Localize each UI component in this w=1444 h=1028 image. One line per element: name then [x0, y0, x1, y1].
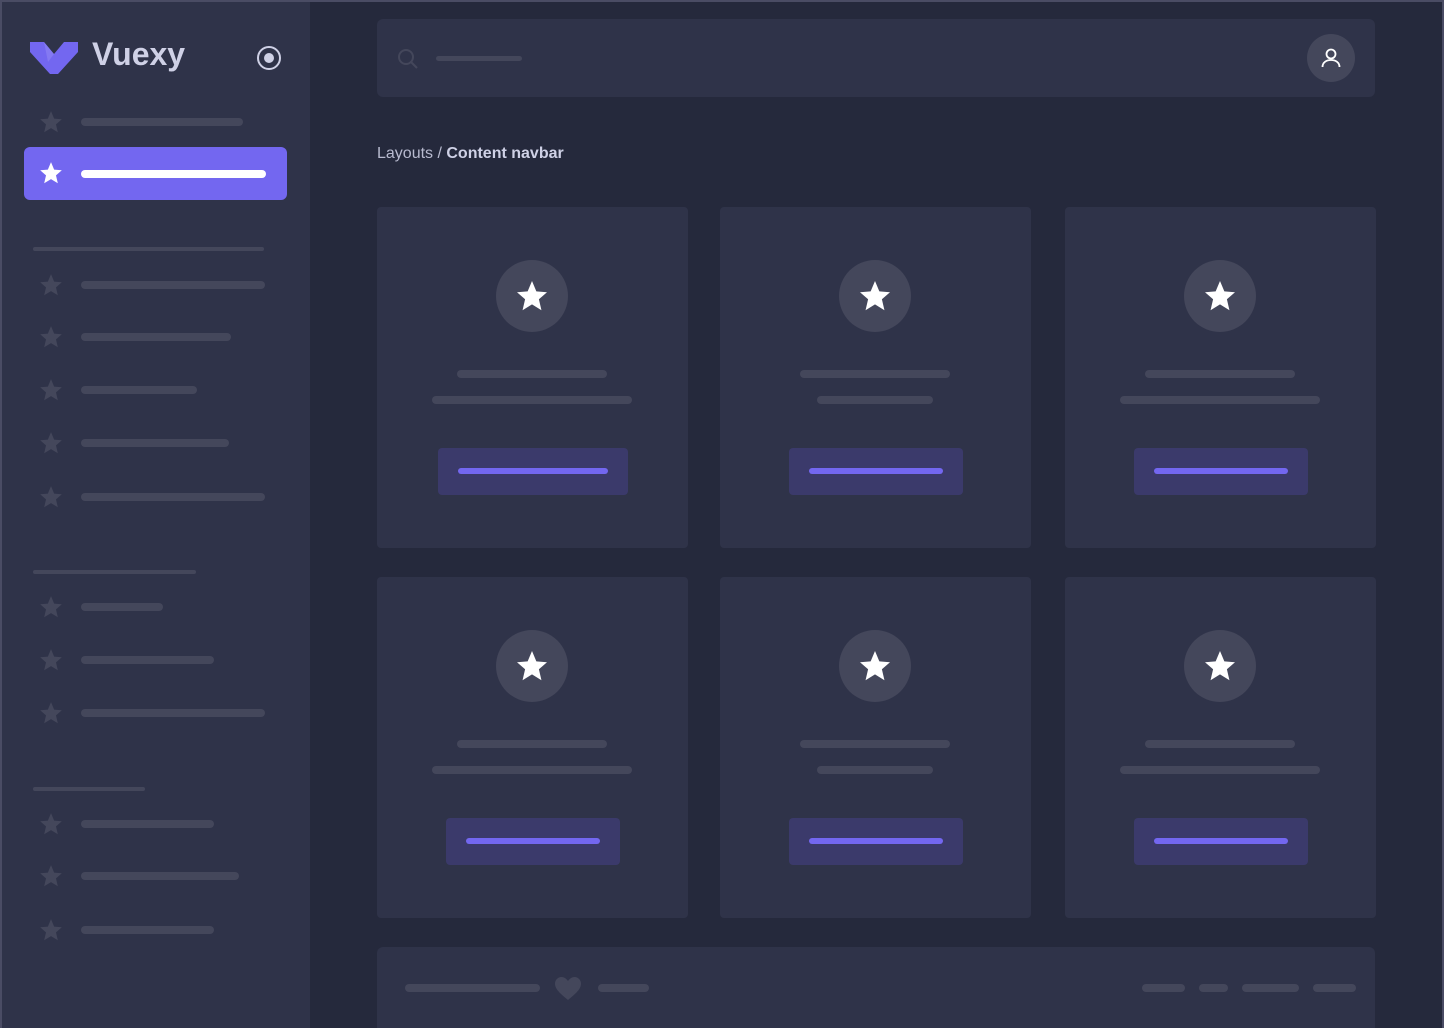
footer-link[interactable]	[1313, 984, 1356, 992]
star-icon	[1202, 648, 1238, 684]
top-navbar	[377, 19, 1375, 97]
star-icon	[38, 811, 64, 837]
search-icon[interactable]	[397, 48, 419, 70]
card-button-label	[808, 838, 943, 844]
card	[1065, 207, 1376, 548]
card-text	[432, 766, 632, 774]
sidebar-item-label	[81, 709, 265, 717]
star-icon	[38, 647, 64, 673]
star-icon	[38, 700, 64, 726]
card-button[interactable]	[1133, 818, 1308, 865]
footer-text	[598, 984, 649, 992]
card-text	[817, 766, 933, 774]
star-icon	[1202, 278, 1238, 314]
section-header	[33, 570, 196, 574]
star-icon	[857, 278, 893, 314]
card-button[interactable]	[788, 448, 963, 495]
card-button[interactable]	[1133, 448, 1308, 495]
sidebar-item-label	[81, 118, 243, 126]
search-input[interactable]	[436, 56, 522, 61]
sidebar-item-label	[81, 333, 231, 341]
heart-icon	[555, 977, 581, 1000]
breadcrumb: Layouts / Content navbar	[377, 145, 564, 163]
sidebar-item-label	[81, 872, 239, 880]
sidebar-item-label	[81, 820, 214, 828]
card-title	[457, 370, 607, 378]
star-icon	[38, 377, 64, 403]
star-icon	[38, 324, 64, 350]
sidebar-item-label	[81, 170, 266, 178]
sidebar-item-label	[81, 281, 265, 289]
card-button-label	[1153, 838, 1288, 844]
user-avatar[interactable]	[1307, 34, 1355, 82]
card-title	[800, 740, 950, 748]
star-icon	[38, 484, 64, 510]
app-name: Vuexy	[92, 36, 186, 72]
star-icon	[38, 272, 64, 298]
card-button[interactable]	[437, 448, 628, 495]
card-icon	[839, 630, 911, 702]
card-text	[1120, 396, 1320, 404]
star-icon	[38, 863, 64, 889]
card-button-label	[808, 468, 943, 474]
star-icon	[514, 278, 550, 314]
card	[1065, 577, 1376, 918]
footer-link[interactable]	[1242, 984, 1299, 992]
card-button-label	[457, 468, 608, 474]
card-button[interactable]	[445, 818, 620, 865]
section-header	[33, 247, 264, 251]
star-icon	[38, 109, 64, 135]
footer-link[interactable]	[1199, 984, 1228, 992]
radio-circle-icon[interactable]	[256, 45, 282, 71]
card-icon	[1184, 260, 1256, 332]
card-title	[457, 740, 607, 748]
card	[720, 577, 1031, 918]
section-header	[33, 787, 145, 791]
card-text	[817, 396, 933, 404]
card	[377, 207, 688, 548]
card-title	[1145, 740, 1295, 748]
card-title	[800, 370, 950, 378]
breadcrumb-current: Content navbar	[446, 145, 564, 162]
card-title	[1145, 370, 1295, 378]
card-icon	[1184, 630, 1256, 702]
sidebar-item-label	[81, 656, 214, 664]
footer	[377, 947, 1375, 1028]
footer-link[interactable]	[1142, 984, 1185, 992]
card	[720, 207, 1031, 548]
star-icon	[38, 160, 64, 186]
sidebar-item-label	[81, 386, 197, 394]
card-icon	[496, 630, 568, 702]
card-icon	[839, 260, 911, 332]
breadcrumb-parent[interactable]: Layouts /	[377, 145, 447, 162]
card-text	[432, 396, 632, 404]
user-icon	[1321, 48, 1341, 68]
star-icon	[38, 430, 64, 456]
sidebar-item-active[interactable]	[24, 147, 287, 200]
star-icon	[857, 648, 893, 684]
sidebar-item-label	[81, 493, 265, 501]
star-icon	[38, 594, 64, 620]
card-button-label	[1153, 468, 1288, 474]
star-icon	[38, 917, 64, 943]
vuexy-logo	[30, 42, 78, 74]
sidebar: Vuexy	[2, 2, 310, 1028]
card	[377, 577, 688, 918]
star-icon	[514, 648, 550, 684]
card-button-label	[465, 838, 600, 844]
sidebar-item-label	[81, 603, 163, 611]
card-button[interactable]	[788, 818, 963, 865]
sidebar-item-label	[81, 926, 214, 934]
footer-text	[405, 984, 540, 992]
card-text	[1120, 766, 1320, 774]
sidebar-item-label	[81, 439, 229, 447]
card-icon	[496, 260, 568, 332]
